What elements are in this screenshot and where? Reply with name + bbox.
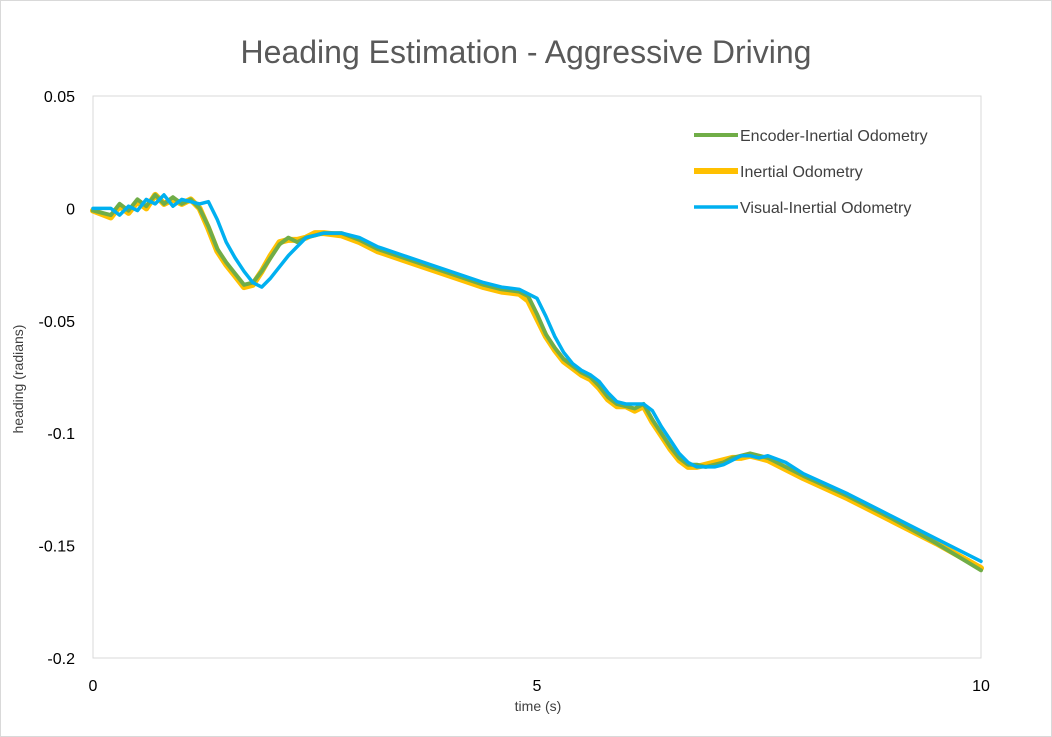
y-tick-label: 0 — [66, 201, 75, 218]
chart-title: Heading Estimation - Aggressive Driving — [241, 34, 812, 70]
series-line-0 — [91, 192, 983, 573]
x-tick-label: 0 — [89, 678, 98, 695]
series-lines — [90, 191, 984, 573]
y-axis-label: heading (radians) — [10, 325, 26, 434]
legend-label-2: Visual-Inertial Odometry — [740, 200, 911, 217]
y-tick-label: -0.05 — [39, 314, 76, 331]
x-tick-label: 5 — [533, 678, 542, 695]
y-tick-label: -0.15 — [39, 539, 76, 556]
x-axis-ticks: 0 5 10 — [89, 678, 990, 695]
legend-label-0: Encoder-Inertial Odometry — [740, 128, 928, 145]
legend: Encoder-Inertial Odometry Inertial Odomet… — [694, 128, 928, 217]
x-axis-label: time (s) — [515, 698, 562, 714]
x-tick-label: 10 — [972, 678, 990, 695]
y-tick-label: -0.2 — [47, 651, 75, 668]
series-line-2 — [91, 193, 983, 564]
y-tick-label: 0.05 — [44, 89, 75, 106]
y-tick-label: -0.1 — [47, 426, 75, 443]
legend-label-1: Inertial Odometry — [740, 164, 863, 181]
series-line-1 — [90, 191, 984, 572]
y-axis-ticks: 0.05 0 -0.05 -0.1 -0.15 -0.2 — [39, 89, 76, 668]
plot-area-border — [92, 95, 982, 659]
